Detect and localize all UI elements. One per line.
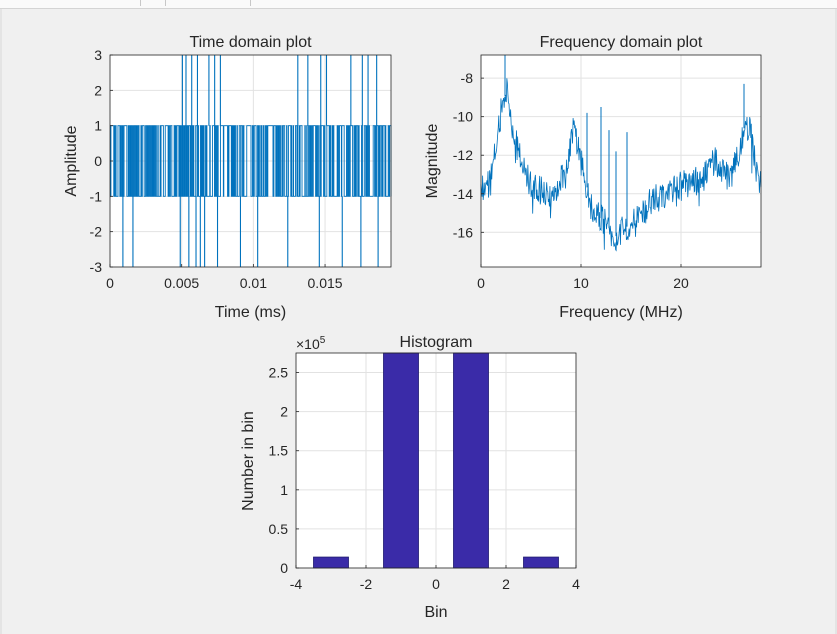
x-tick-label: 0.01 [240, 275, 267, 291]
y-tick-label: 2 [94, 82, 102, 98]
x-tick-label: 0 [432, 576, 440, 592]
freq-plot-ylabel: Magnitude [424, 124, 441, 199]
y-tick-label: 0 [94, 153, 102, 169]
y-tick-label: -14 [453, 186, 473, 202]
window-right-edge [835, 9, 837, 634]
y-tick-label: 2 [280, 404, 288, 420]
freq-plot-spectrum [480, 55, 762, 252]
x-tick-label: -2 [360, 576, 373, 592]
x-tick-label: 0.005 [164, 275, 199, 291]
y-tick-label: -3 [90, 259, 103, 275]
time-plot-xlabel: Time (ms) [215, 304, 286, 321]
y-tick-label: 2.5 [269, 365, 289, 381]
time-plot-signal [110, 55, 392, 267]
freq-plot-ticks: 0 10 20 -16 -14 -12 -10 -8 [453, 70, 689, 291]
freq-plot-xlabel: Frequency (MHz) [559, 304, 683, 321]
x-tick-label: 20 [673, 275, 689, 291]
hist-exponent-label: ×105 [296, 335, 326, 352]
time-plot-ticks: 0 0.005 0.01 0.015 -3 -2 -1 0 1 2 3 [90, 47, 343, 291]
y-tick-label: -12 [453, 147, 473, 163]
hist-plot-xlabel: Bin [424, 604, 447, 621]
x-tick-label: 0 [477, 275, 485, 291]
x-tick-label: 0 [106, 275, 114, 291]
histogram-bar [453, 352, 489, 569]
frequency-domain-plot: 0 10 20 -16 -14 -12 -10 -8 Frequency domain plo… [424, 34, 762, 321]
spectrum-line [480, 78, 762, 252]
hist-plot-ylabel: Number in bin [240, 411, 257, 511]
y-tick-label: -16 [453, 224, 473, 240]
y-tick-label: 1 [94, 118, 102, 134]
time-plot-title: Time domain plot [189, 34, 312, 51]
x-tick-label: -4 [290, 576, 303, 592]
y-tick-label: -1 [90, 188, 103, 204]
y-tick-label: 3 [94, 47, 102, 63]
y-tick-label: 0 [280, 560, 288, 576]
histogram-bar [313, 556, 349, 569]
y-tick-label: 1.5 [269, 443, 289, 459]
x-tick-label: 10 [573, 275, 589, 291]
y-tick-label: 1 [280, 482, 288, 498]
time-plot-ylabel: Amplitude [63, 125, 80, 196]
hist-plot-title: Histogram [400, 334, 473, 351]
y-tick-label: -10 [453, 109, 473, 125]
y-tick-label: -2 [90, 224, 103, 240]
window-top-bar [0, 0, 837, 9]
y-tick-label: -8 [461, 70, 474, 86]
hist-plot-bars [313, 352, 559, 569]
freq-plot-axes-box [480, 54, 762, 268]
hist-plot-ticks: -4 -2 0 2 4 0 0.5 1 1.5 2 2.5 [269, 365, 581, 592]
window-left-edge [0, 9, 2, 634]
x-tick-label: 2 [502, 576, 510, 592]
signal-line [110, 125, 392, 197]
freq-plot-title: Frequency domain plot [540, 34, 703, 51]
y-tick-label: 0.5 [269, 521, 289, 537]
histogram-bar [523, 556, 559, 569]
histogram-bar [383, 352, 419, 569]
x-tick-label: 0.015 [308, 275, 343, 291]
x-tick-label: 4 [572, 576, 580, 592]
histogram-plot: -4 -2 0 2 4 0 0.5 1 1.5 2 2.5 Histogram Bin Number… [240, 334, 580, 621]
time-domain-plot: 0 0.005 0.01 0.015 -3 -2 -1 0 1 2 3 Time domain pl… [63, 34, 392, 321]
